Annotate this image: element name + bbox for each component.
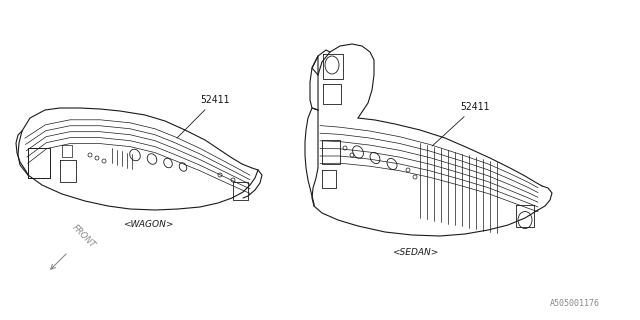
Text: FRONT: FRONT [70,223,97,250]
Text: <SEDAN>: <SEDAN> [392,248,438,257]
Text: 52411: 52411 [177,95,229,138]
Text: 52411: 52411 [432,102,490,146]
Text: <WAGON>: <WAGON> [123,220,173,229]
Text: A505001176: A505001176 [550,299,600,308]
